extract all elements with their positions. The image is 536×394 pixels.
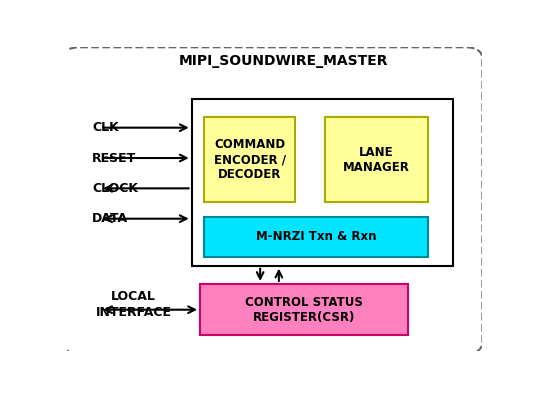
Text: CLK: CLK: [92, 121, 118, 134]
FancyBboxPatch shape: [63, 47, 482, 354]
Text: CONTROL STATUS
REGISTER(CSR): CONTROL STATUS REGISTER(CSR): [245, 296, 363, 324]
Bar: [204, 217, 428, 256]
Text: LOCAL: LOCAL: [111, 290, 156, 303]
Text: RESET: RESET: [92, 152, 136, 165]
Text: CLOCK: CLOCK: [92, 182, 138, 195]
Bar: [192, 99, 453, 266]
Text: DATA: DATA: [92, 212, 128, 225]
Text: M-NRZI Txn & Rxn: M-NRZI Txn & Rxn: [256, 230, 376, 243]
Text: INTERFACE: INTERFACE: [95, 306, 172, 319]
Text: COMMAND
ENCODER /
DECODER: COMMAND ENCODER / DECODER: [214, 138, 286, 181]
Bar: [200, 284, 408, 336]
Bar: [204, 117, 295, 202]
Bar: [325, 117, 428, 202]
Text: LANE
MANAGER: LANE MANAGER: [343, 145, 410, 173]
Text: MIPI_SOUNDWIRE_MASTER: MIPI_SOUNDWIRE_MASTER: [178, 54, 388, 68]
